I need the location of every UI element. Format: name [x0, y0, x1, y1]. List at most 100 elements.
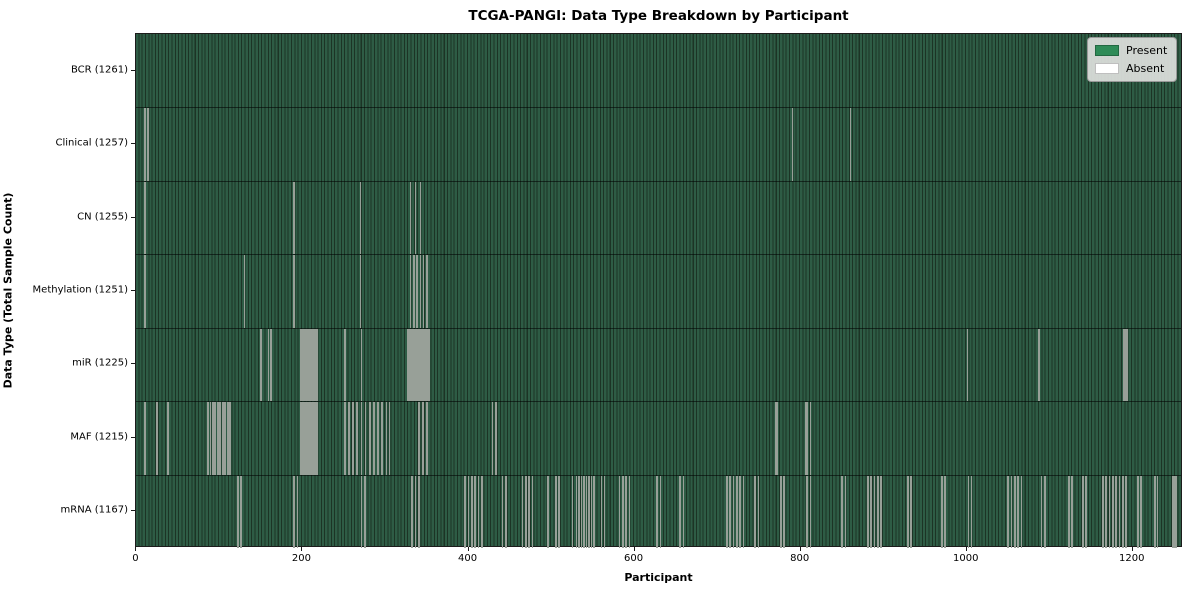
absent-line: [1043, 475, 1046, 548]
absent-line: [409, 255, 412, 328]
absent-line: [910, 475, 912, 548]
absent-line: [407, 328, 409, 402]
absent-line: [491, 402, 494, 475]
y-tick-mark: [131, 69, 135, 71]
absent-line: [725, 475, 728, 548]
y-tick-label: BCR (1261): [70, 64, 128, 76]
absent-line: [359, 255, 362, 328]
present-swatch: [1095, 45, 1119, 56]
absent-line: [501, 475, 504, 548]
absent-line: [143, 108, 146, 181]
absent-line: [207, 402, 209, 475]
absent-line: [525, 475, 527, 548]
absent-line: [344, 402, 346, 475]
x-tick-mark: [633, 547, 635, 551]
absent-line: [304, 328, 307, 402]
absent-line: [588, 475, 590, 548]
absent-line: [809, 402, 812, 475]
absent-line: [417, 475, 420, 548]
absent-line: [224, 402, 227, 475]
absent-line: [364, 402, 367, 475]
absent-line: [1085, 475, 1088, 548]
absent-line: [622, 475, 624, 548]
y-tick-label: CN (1255): [77, 211, 128, 223]
absent-line: [212, 402, 214, 475]
absent-line: [593, 475, 595, 548]
absent-line: [303, 328, 305, 402]
absent-line: [413, 328, 416, 402]
legend-label-absent: Absent: [1126, 62, 1165, 75]
absent-line: [409, 181, 412, 255]
absent-line: [360, 328, 363, 402]
absent-line: [422, 255, 425, 328]
absent-line: [742, 475, 745, 548]
absent-line: [293, 255, 295, 328]
absent-line: [1123, 328, 1126, 402]
legend-box: Present Absent: [1087, 37, 1178, 82]
absent-line: [260, 328, 262, 402]
absent-line: [870, 475, 873, 548]
absent-line: [422, 328, 424, 402]
y-tick-mark: [131, 363, 135, 365]
absent-line: [1171, 475, 1174, 548]
absent-line: [344, 328, 346, 402]
absent-line: [1020, 475, 1023, 548]
absent-line: [547, 475, 550, 548]
absent-line: [381, 402, 383, 475]
absent-line: [1082, 475, 1084, 548]
x-tick-mark: [965, 547, 967, 551]
absent-line: [373, 402, 375, 475]
absent-line: [1118, 475, 1121, 548]
absent-line: [416, 255, 418, 328]
absent-line: [1175, 475, 1177, 548]
absent-line: [967, 475, 970, 548]
absent-line: [585, 475, 588, 548]
absent-line: [313, 402, 315, 475]
absent-line: [571, 475, 574, 548]
absent-line: [628, 475, 631, 548]
absent-line: [867, 475, 869, 548]
absent-line: [906, 475, 909, 548]
absent-line: [216, 402, 219, 475]
absent-line: [1108, 475, 1111, 548]
absent-line: [300, 328, 302, 402]
chart-title: TCGA-PANGI: Data Type Breakdown by Parti…: [468, 8, 849, 24]
absent-line: [682, 475, 685, 548]
absent-line: [156, 402, 158, 475]
x-tick-mark: [799, 547, 801, 551]
absent-line: [806, 475, 809, 548]
x-tick-mark: [467, 547, 469, 551]
absent-line: [267, 328, 270, 402]
absent-line: [243, 255, 246, 328]
absent-line: [578, 475, 580, 548]
row-bcr: [136, 34, 1181, 107]
absent-line: [966, 328, 969, 402]
absent-line: [757, 475, 760, 548]
y-tick-label: MAF (1215): [70, 431, 128, 443]
absent-line: [656, 475, 658, 548]
absent-line: [1140, 475, 1142, 548]
absent-line: [944, 475, 946, 548]
absent-line: [311, 402, 314, 475]
absent-line: [427, 328, 429, 402]
absent-line: [844, 475, 847, 548]
absent-line: [293, 475, 295, 548]
x-tick-mark: [1131, 547, 1133, 551]
absent-line: [477, 475, 480, 548]
absent-line: [679, 475, 682, 548]
absent-line: [301, 328, 304, 402]
row-maf: [136, 401, 1181, 475]
absent-line: [618, 475, 621, 548]
absent-swatch: [1095, 63, 1119, 74]
x-tick-label: 0: [132, 553, 139, 564]
absent-line: [558, 475, 560, 548]
absent-line: [419, 181, 422, 255]
absent-line: [804, 402, 807, 475]
absent-line: [306, 402, 309, 475]
absent-line: [143, 255, 146, 328]
absent-line: [410, 328, 413, 402]
absent-line: [417, 402, 420, 475]
y-tick-label: Methylation (1251): [32, 284, 128, 296]
absent-line: [940, 475, 943, 548]
row-clinical: [136, 107, 1181, 181]
